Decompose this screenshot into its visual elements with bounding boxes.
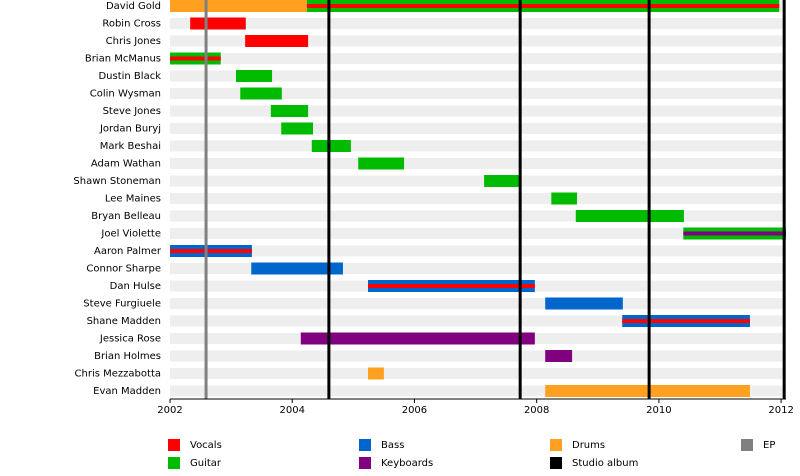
legend-swatch — [359, 439, 371, 451]
legend-swatch — [550, 439, 562, 451]
tenure-bar — [545, 385, 750, 397]
member-label: Mark Beshai — [100, 141, 161, 152]
x-tick-label: 2010 — [646, 405, 671, 416]
tenure-bar — [368, 367, 384, 380]
tenure-bar — [358, 157, 405, 170]
row-band — [170, 70, 786, 82]
member-label: Brian Holmes — [94, 351, 161, 362]
legend-swatch — [168, 439, 180, 451]
legend-swatch — [550, 457, 562, 469]
row-band — [170, 158, 786, 169]
member-label: Dan Hulse — [110, 281, 161, 292]
row-band — [170, 315, 786, 327]
member-label: Joel Violette — [100, 229, 161, 240]
tenure-bar — [190, 17, 246, 30]
row-band — [170, 385, 786, 397]
tenure-stripe — [368, 284, 535, 288]
row-band — [170, 245, 786, 257]
member-label: Bryan Belleau — [91, 211, 161, 222]
member-label: Dustin Black — [98, 71, 161, 82]
member-label: Connor Sharpe — [86, 264, 161, 275]
legend-label: Guitar — [190, 458, 222, 469]
tenure-bar — [170, 0, 307, 12]
row-band — [170, 263, 786, 274]
tenure-bar — [484, 175, 521, 187]
row-band — [170, 18, 786, 29]
member-label: Steve Furgiuele — [83, 299, 161, 310]
x-tick-label: 2002 — [157, 405, 182, 416]
tenure-stripe — [170, 56, 221, 61]
row-band — [170, 298, 786, 309]
tenure-bar — [281, 122, 313, 135]
member-label: Chris Mezzabotta — [75, 369, 161, 380]
tenure-stripe — [622, 319, 750, 323]
row-band — [170, 53, 786, 64]
legend-label: Keyboards — [381, 458, 433, 469]
x-tick-label: 2012 — [768, 405, 793, 416]
row-band — [170, 105, 786, 117]
member-label: Shawn Stoneman — [73, 176, 161, 187]
row-band — [170, 35, 786, 47]
tenure-stripe — [170, 249, 252, 253]
row-band — [170, 140, 786, 152]
tenure-stripe — [306, 4, 780, 8]
tenure-bar — [311, 140, 351, 152]
member-label: Robin Cross — [102, 19, 161, 30]
legend-label: Vocals — [190, 440, 222, 451]
row-band — [170, 123, 786, 134]
legend-label: EP — [763, 440, 775, 451]
tenure-bar — [545, 297, 623, 310]
legend-swatch — [168, 457, 180, 469]
x-tick-label: 2006 — [402, 405, 427, 416]
tenure-bar — [236, 70, 273, 82]
tenure-bar — [551, 192, 577, 205]
x-tick-label: 2008 — [524, 405, 549, 416]
member-label: Aaron Palmer — [94, 246, 162, 257]
legend-swatch — [359, 457, 371, 469]
legend-label: Bass — [381, 440, 404, 451]
tenure-stripe — [683, 231, 786, 236]
tenure-bar — [251, 262, 343, 275]
tenure-bar — [545, 350, 573, 362]
member-label: Jessica Rose — [99, 334, 161, 345]
member-label: Colin Wysman — [90, 89, 161, 100]
member-label: Chris Jones — [106, 36, 161, 47]
x-tick-label: 2004 — [279, 405, 304, 416]
row-band — [170, 228, 786, 239]
member-label: Shane Madden — [87, 316, 161, 327]
member-label: Jordan Buryj — [99, 124, 161, 135]
legend-swatch — [741, 439, 753, 451]
member-label: Evan Madden — [93, 386, 161, 397]
tenure-bar — [270, 105, 309, 117]
row-band — [170, 88, 786, 99]
member-label: David Gold — [106, 1, 161, 12]
member-label: Brian McManus — [85, 54, 161, 65]
tenure-bar — [575, 210, 684, 222]
member-label: Lee Maines — [105, 194, 161, 205]
row-band — [170, 350, 786, 362]
tenure-bar — [240, 87, 282, 100]
legend-label: Drums — [572, 440, 605, 451]
tenure-bar — [245, 35, 309, 47]
row-band — [170, 368, 786, 379]
member-label: Steve Jones — [103, 106, 161, 117]
row-band — [170, 193, 786, 204]
tenure-bar — [300, 332, 535, 345]
row-band — [170, 175, 786, 187]
legend-label: Studio album — [572, 458, 638, 469]
row-band — [170, 210, 786, 222]
member-label: Adam Wathan — [91, 159, 161, 170]
